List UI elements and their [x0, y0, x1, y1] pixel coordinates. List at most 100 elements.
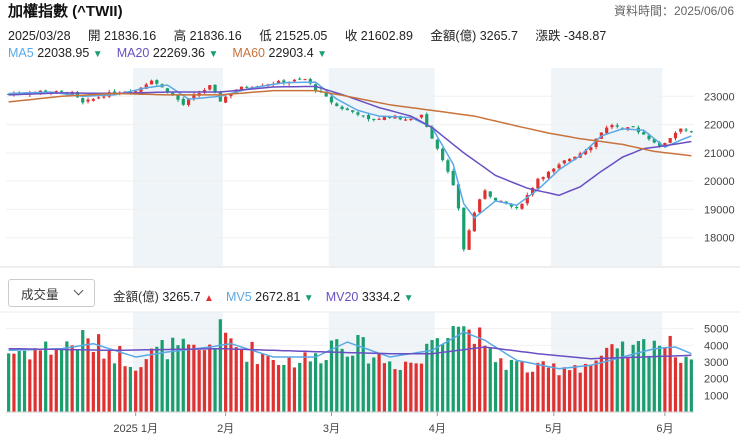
ma-legend-label: MA5 — [8, 46, 38, 60]
volume-bar — [329, 340, 334, 412]
volume-bar — [430, 340, 434, 412]
ma-legend-value: 22269.36 — [152, 46, 209, 60]
volume-bar — [594, 360, 598, 412]
volume-bar — [546, 367, 551, 412]
candle-body — [171, 92, 175, 95]
candle-body — [430, 127, 434, 139]
ohlc-low: 低 21525.05 — [259, 29, 328, 43]
volume-bar — [689, 359, 693, 412]
volume-bar — [446, 338, 450, 412]
volume-bar — [435, 338, 439, 412]
candle-body — [86, 99, 90, 102]
volume-bar — [356, 335, 360, 412]
volume-bar — [658, 345, 662, 412]
volume-bar — [462, 326, 466, 412]
candle-body — [303, 79, 307, 81]
candle-body — [239, 86, 244, 90]
volume-bar — [605, 347, 609, 412]
candle-body — [102, 96, 106, 98]
candle-body — [435, 139, 439, 149]
volume-bar — [44, 341, 48, 412]
volume-bar — [186, 344, 191, 412]
ma-legend-ma5: MA5 22038.95 ▼ — [8, 46, 103, 60]
volume-bar — [266, 356, 270, 412]
ma-legend-value: 22038.95 — [37, 46, 93, 60]
volume-bar — [208, 344, 212, 412]
candle-body — [298, 78, 302, 80]
candle-body — [329, 96, 334, 103]
volume-bar — [472, 343, 476, 412]
candle-body — [594, 138, 598, 147]
candle-body — [419, 114, 424, 118]
candle-body — [335, 103, 339, 107]
candle-body — [340, 106, 344, 109]
volume-bar — [276, 365, 281, 412]
volume-bar — [398, 369, 402, 412]
volume-bar — [54, 350, 58, 412]
candle-body — [647, 135, 651, 140]
volume-bar — [91, 351, 95, 412]
candle-body — [75, 92, 80, 98]
volume-bar — [324, 360, 328, 412]
candle-body — [245, 86, 249, 88]
candle-body — [525, 195, 529, 204]
volume-bar — [620, 341, 625, 412]
candle-body — [292, 79, 297, 82]
volume-bar — [610, 344, 614, 412]
volume-bar — [65, 341, 69, 412]
ohlc-change: 漲跌 -348.87 — [535, 29, 607, 43]
x-tick-label: 2月 — [217, 423, 234, 435]
volume-bar — [123, 366, 127, 412]
candle-body — [615, 125, 619, 127]
price-tick-label: 20000 — [704, 176, 735, 188]
volume-bar — [456, 326, 461, 412]
candle-body — [308, 79, 312, 84]
candle-body — [515, 207, 519, 209]
volume-bar — [409, 362, 413, 412]
volume-bar — [303, 352, 307, 412]
volume-bar — [493, 362, 498, 412]
page-title: 加權指數 (^TWII) — [8, 3, 123, 20]
candle-body — [372, 118, 376, 120]
volume-bar — [425, 343, 429, 412]
volume-bar — [139, 367, 143, 412]
ma-legend-arrow-icon: ▼ — [208, 49, 219, 60]
volume-bar — [261, 353, 265, 412]
x-tick-label: 5月 — [545, 423, 562, 435]
candle-body — [583, 150, 588, 155]
candle-body — [366, 114, 371, 120]
volume-bar — [229, 338, 233, 412]
volume-bar — [340, 348, 344, 412]
volume-bar — [615, 348, 619, 412]
vol-legend-: 金額(億) 3265.7 ▲ — [113, 290, 214, 304]
volume-bar — [75, 349, 80, 412]
vol-legend-label: MV20 — [325, 290, 362, 304]
volume-bar — [335, 339, 339, 412]
volume-bar — [28, 359, 32, 412]
x-tick-label: 2025 1月 — [113, 423, 158, 435]
volume-bar — [478, 327, 482, 412]
volume-bar — [504, 369, 508, 412]
candle-body — [59, 90, 64, 92]
volume-bar — [271, 359, 275, 412]
ohlc-amount: 金額(億) 3265.7 — [430, 29, 518, 43]
candle-body — [499, 200, 503, 202]
volume-selector-dropdown[interactable]: 成交量 — [8, 279, 95, 307]
candle-body — [91, 98, 95, 101]
volume-bar — [155, 346, 159, 412]
volume-bar — [144, 359, 148, 412]
volume-bar — [636, 341, 641, 412]
candle-body — [282, 80, 286, 84]
volume-selector-label: 成交量 — [21, 287, 59, 302]
candle-body — [562, 160, 566, 164]
vol-legend-mv20: MV20 3334.2 ▼ — [326, 290, 414, 304]
volume-bar — [351, 355, 355, 412]
ohlc-high: 高 21836.16 — [173, 29, 242, 43]
volume-bar — [536, 362, 540, 412]
volume-bar — [165, 359, 170, 412]
volume-bar — [308, 361, 312, 412]
candle-body — [314, 84, 318, 91]
candle-body — [472, 212, 476, 232]
candle-body — [631, 126, 635, 128]
